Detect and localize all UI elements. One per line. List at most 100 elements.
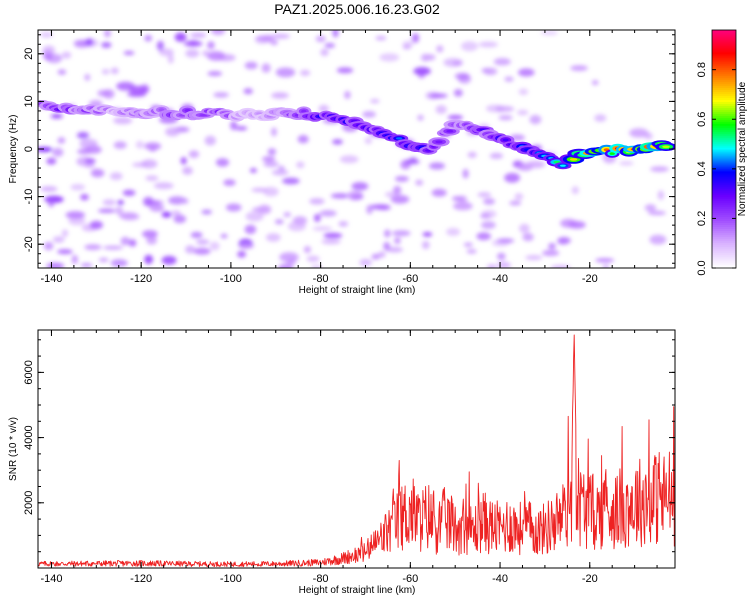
colorbar-band xyxy=(712,178,736,182)
spectrogram-noise-blob xyxy=(647,210,667,216)
spectrogram-noise-blob xyxy=(315,35,326,43)
spectrogram-noise-blob xyxy=(657,190,665,201)
spectrogram-noise-blob xyxy=(113,116,133,125)
spectrogram-noise-blob xyxy=(379,53,400,62)
spectrogram-noise-blob xyxy=(190,32,207,38)
colorbar-band xyxy=(712,170,736,174)
colorbar-band xyxy=(712,158,736,162)
spectrogram-noise-blob xyxy=(338,221,349,227)
colorbar-band xyxy=(712,83,736,87)
spectrogram-x-axis-title: Height of straight line (km) xyxy=(299,285,416,296)
colorbar-band xyxy=(712,71,736,75)
colorbar-band xyxy=(712,192,736,196)
spectrogram-noise-blob xyxy=(270,33,291,39)
colorbar-band xyxy=(712,133,736,136)
colorbar-band xyxy=(712,194,736,198)
spectrogram-noise-blob xyxy=(262,156,276,162)
spectrogram-noise-blob xyxy=(557,236,571,245)
spectrogram-noise-blob xyxy=(61,51,72,59)
spectrogram-noise-blob xyxy=(46,262,65,268)
spectrogram-noise-blob xyxy=(57,249,73,255)
spectrogram-noise-blob xyxy=(213,92,229,98)
spectrogram-noise-blob xyxy=(132,162,149,168)
spectrogram-ridge-core xyxy=(158,108,165,112)
snr-x-axis-title: Height of straight line (km) xyxy=(299,585,416,596)
spectrogram-background xyxy=(38,30,675,268)
spectrogram-noise-blob xyxy=(477,192,492,198)
colorbar-band xyxy=(712,242,736,245)
spectrogram-noise-blob xyxy=(180,157,187,165)
colorbar-tick-label: 0.6 xyxy=(696,112,708,127)
spectrogram-noise-blob xyxy=(591,80,599,86)
spectrogram-noise-blob xyxy=(196,239,210,245)
spectrogram-y-axis: -20 -10 0 10 20 xyxy=(23,34,675,264)
spectrogram-noise-blob xyxy=(225,203,242,212)
spectrogram-noise-blob xyxy=(190,231,203,239)
spectrogram-noise-blob xyxy=(245,211,264,222)
spectrogram-ridge-core xyxy=(502,138,509,142)
x-tick-label: -100 xyxy=(220,273,242,285)
spectrogram-ridge-core xyxy=(395,137,403,140)
spectrogram-noise-blob xyxy=(297,135,309,144)
colorbar-band xyxy=(712,252,736,255)
spectrogram-noise-blob xyxy=(466,249,477,254)
spectrogram-noise-blob xyxy=(404,158,420,165)
spectrogram-noise-blob xyxy=(71,254,79,265)
colorbar-band xyxy=(712,216,736,220)
spectrogram-noise-blob xyxy=(46,157,57,165)
spectrogram-noise-blob xyxy=(123,50,135,56)
spectrogram-noise-layer xyxy=(38,30,669,268)
snr-y-axis: 2000 4000 6000 xyxy=(23,339,675,569)
colorbar-band xyxy=(712,244,736,247)
spectrogram-noise-blob xyxy=(201,209,212,215)
colorbar-band xyxy=(712,97,736,101)
spectrogram-noise-blob xyxy=(84,73,91,81)
spectrogram-noise-blob xyxy=(70,184,86,191)
spectrogram-noise-blob xyxy=(339,155,359,164)
colorbar-band xyxy=(712,226,736,229)
colorbar-band xyxy=(712,256,736,259)
spectrogram-noise-blob xyxy=(249,168,257,173)
spectrogram-noise-blob xyxy=(525,255,543,261)
colorbar-band xyxy=(712,137,736,140)
colorbar-band xyxy=(712,212,736,216)
colorbar-band xyxy=(712,147,736,150)
spectrogram-noise-blob xyxy=(309,198,325,205)
colorbar-band xyxy=(712,37,736,41)
spectrogram-noise-blob xyxy=(393,185,402,195)
colorbar-band xyxy=(712,117,736,120)
spectrogram-noise-blob xyxy=(220,233,228,239)
y-tick-label: 4000 xyxy=(23,425,35,449)
spectrogram-noise-blob xyxy=(509,200,522,206)
colorbar-band xyxy=(712,91,736,95)
spectrogram-noise-blob xyxy=(101,69,110,75)
spectrogram-noise-blob xyxy=(202,50,210,57)
spectrogram-noise-blob xyxy=(453,201,473,211)
colorbar-band xyxy=(712,67,736,71)
spectrogram-noise-blob xyxy=(483,67,498,76)
colorbar-band xyxy=(712,166,736,170)
spectrogram-noise-blob xyxy=(182,166,193,175)
spectrogram-noise-blob xyxy=(481,221,496,230)
colorbar-band xyxy=(712,53,736,57)
spectrogram-noise-blob xyxy=(84,244,102,251)
spectrogram-noise-blob xyxy=(43,241,54,251)
colorbar-band xyxy=(712,47,736,51)
spectrogram-noise-blob xyxy=(183,40,203,47)
spectrogram-noise-blob xyxy=(174,32,187,42)
spectrogram-noise-blob xyxy=(271,92,289,99)
spectrogram-ridge-core xyxy=(662,145,670,149)
spectrogram-noise-blob xyxy=(324,42,336,49)
spectrogram-noise-blob xyxy=(128,85,149,94)
spectrogram-noise-blob xyxy=(270,39,278,46)
colorbar-band xyxy=(712,238,736,241)
spectrogram-noise-blob xyxy=(330,193,350,199)
spectrogram-noise-blob xyxy=(102,199,117,206)
spectrogram-noise-blob xyxy=(351,182,369,191)
spectrogram-noise-blob xyxy=(84,158,96,164)
colorbar-band xyxy=(712,172,736,176)
colorbar-band xyxy=(712,145,736,148)
spectrogram-noise-blob xyxy=(42,45,56,55)
colorbar-band xyxy=(712,109,736,112)
spectrogram-noise-blob xyxy=(560,218,577,228)
